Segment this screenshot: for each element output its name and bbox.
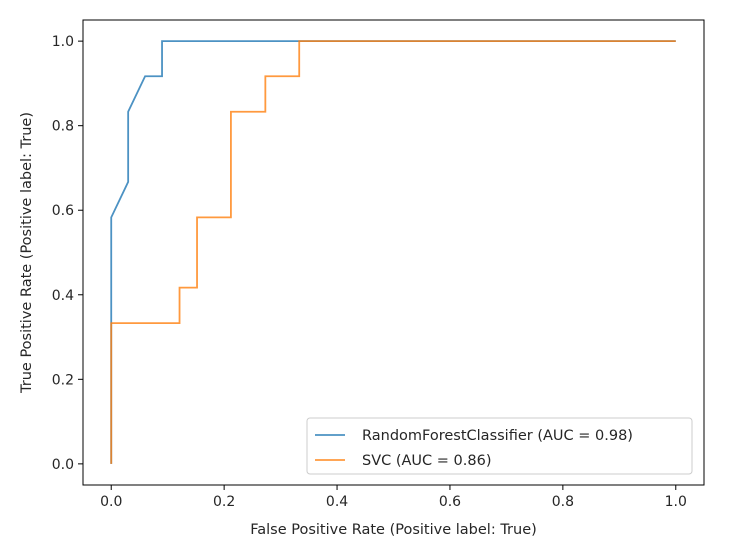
series-line-randomforest [110,40,676,464]
y-axis-ticks: 0.0 0.2 0.4 0.6 0.8 1.0 [52,34,83,473]
plot-frame [82,19,705,486]
series-line-svc [110,40,676,464]
x-tick-label: 0.4 [326,494,348,510]
x-tick-label: 1.0 [665,494,687,510]
y-tick-label: 0.6 [52,203,74,219]
legend-label-svc: SVC (AUC = 0.86) [362,453,491,469]
x-tick-label: 0.8 [552,494,574,510]
y-tick-label: 0.8 [52,119,74,135]
y-tick-label: 0.2 [52,372,74,388]
y-axis-label: True Positive Rate (Positive label: True… [19,112,35,394]
y-tick-label: 0.4 [52,288,74,304]
y-tick-label: 0.0 [52,457,74,473]
legend-box [306,417,693,475]
y-tick-label: 1.0 [52,34,74,50]
series-layer [110,40,676,464]
x-axis-label: False Positive Rate (Positive label: Tru… [250,522,537,538]
x-axis-ticks: 0.0 0.2 0.4 0.6 0.8 1.0 [100,485,687,510]
x-tick-label: 0.6 [439,494,461,510]
legend: RandomForestClassifier (AUC = 0.98) SVC … [306,417,693,475]
x-tick-label: 0.0 [100,494,122,510]
x-tick-label: 0.2 [213,494,235,510]
legend-label-randomforest: RandomForestClassifier (AUC = 0.98) [362,428,633,444]
